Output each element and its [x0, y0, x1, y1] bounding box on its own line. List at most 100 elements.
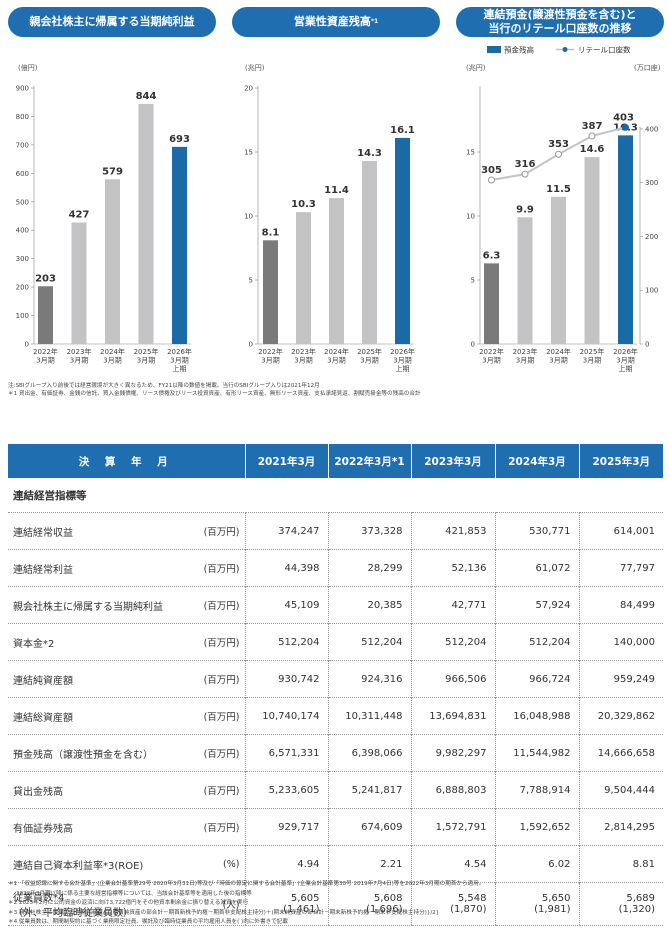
- row-value: 8.81: [578, 845, 663, 883]
- row-value: 10,311,448: [327, 697, 411, 735]
- chart1-category-label: 上期: [173, 364, 187, 373]
- row-value: 373,328: [327, 512, 411, 550]
- row-label-cell: 連結経常収益 (百万円): [8, 512, 245, 550]
- chart3-category-label: 3月期: [482, 357, 500, 365]
- chart2-data-label: 16.1: [390, 125, 415, 136]
- chart2-bar: [329, 198, 344, 344]
- chart1-category-label: 2024年: [100, 347, 125, 356]
- chart2-tick-label: 0: [249, 341, 253, 349]
- row-unit: (人): [222, 900, 240, 911]
- row-label-cell: 連結総資産額 (百万円): [8, 697, 245, 735]
- chart3-data-label: 6.3: [483, 250, 501, 261]
- chart2-data-label: 10.3: [291, 199, 316, 210]
- row-unit: (百万円): [203, 675, 240, 686]
- chart3-category-label: 3月期: [516, 357, 534, 365]
- chart3-category-label: 2022年: [479, 347, 504, 356]
- section-title: 連結経営指標等: [13, 489, 87, 502]
- chart3-bar: [484, 263, 499, 344]
- chart2-category-label: 2024年: [324, 347, 349, 356]
- row-label-cell: 資本金*2 (百万円): [8, 623, 245, 661]
- chart2-tick-label: 15: [244, 149, 253, 157]
- row-unit: (百万円): [203, 564, 240, 575]
- row-value: 5,241,817: [327, 771, 411, 809]
- chart1-category-label: 3月期: [70, 357, 88, 365]
- row-value: 512,204: [327, 623, 411, 661]
- employee-value: 5,548: [457, 893, 487, 904]
- row-value: 140,000: [578, 623, 663, 661]
- chart1-data-label: 844: [136, 91, 157, 102]
- chart3-category-label: 2025年: [580, 347, 605, 356]
- chart1-title-pill: 親会社株主に帰属する当期純利益: [8, 7, 216, 37]
- chart2-bar: [296, 212, 311, 344]
- chart1-data-label: 579: [102, 166, 123, 177]
- chart3-title-pill: 連結預金(譲渡性預金を含む)と 当行のリテール口座数の推移: [456, 7, 664, 37]
- legend-bar-label: 預金残高: [504, 45, 534, 55]
- row-value: 9,982,297: [410, 734, 495, 772]
- table-row: 連結総資産額 (百万円) 10,740,174 10,311,448 13,694,83…: [8, 697, 663, 735]
- chart2-category-label: 3月期: [294, 357, 312, 365]
- header-year-5: 2025年3月: [578, 444, 663, 478]
- row-value: 512,204: [244, 623, 328, 661]
- table-header-row: 決 算 年 月 2021年3月 2022年3月*1 2023年3月 2024年3月 202…: [8, 444, 663, 478]
- row-value: 10,740,174: [244, 697, 328, 735]
- row-value: 959,249: [578, 660, 663, 698]
- row-label: 預金残高（譲渡性預金を含む）: [13, 749, 153, 761]
- chart3-line-point: [555, 150, 562, 158]
- temp-employee-value: (1,870): [450, 904, 487, 915]
- row-label-cell: 従業員数*4 （外、平均臨時従業員数） (人): [8, 882, 245, 926]
- row-value: 6,571,331: [244, 734, 328, 772]
- chart1-tick-label: 500: [16, 198, 29, 206]
- table-row: 資本金*2 (百万円) 512,204 512,204 512,204 512,204 14…: [8, 623, 663, 661]
- chart3-category-label: 2024年: [546, 347, 571, 356]
- footnote-1b: 2022年3月期以降に係る主要な経営指標等については、当該会計基準等を適用した後…: [16, 890, 252, 897]
- chart2-category-label: 上期: [396, 364, 410, 373]
- row-value: 9,504,444: [578, 771, 663, 809]
- legend-bar-swatch: [487, 46, 501, 53]
- chart2-title-pill: 営業性資産残高 *1: [232, 7, 440, 37]
- row-value: 966,724: [494, 660, 579, 698]
- row-value: 52,136: [410, 549, 495, 587]
- chart1-data-label: 203: [35, 273, 56, 284]
- chart3-line-point: [588, 132, 596, 140]
- row-value: 84,499: [578, 586, 663, 624]
- chart2-bar: [362, 160, 377, 344]
- row-value: 929,717: [244, 808, 328, 846]
- chart3-data-label: 9.9: [516, 204, 534, 215]
- table-section-row: 連結経営指標等: [8, 478, 663, 513]
- footnote-3: ＊3 親会社株主に帰属する当期純利益/[{(期首純資産の部合計－期首新株予約権－…: [8, 909, 439, 916]
- chart3-line-point: [622, 123, 629, 131]
- employee-value: 5,689: [626, 893, 655, 904]
- chart1-tick-label: 100: [16, 312, 29, 320]
- chart2-y-unit: (兆円): [245, 63, 265, 72]
- row-label-cell: 連結経常利益 (百万円): [8, 549, 245, 587]
- chart1-bar: [172, 146, 187, 344]
- chart3-y2-tick-label: 0: [645, 341, 649, 349]
- chart1-tick-label: 900: [16, 85, 29, 93]
- chart1-bar: [138, 103, 154, 344]
- table-row: 貸出金残高 (百万円) 5,233,605 5,241,817 6,888,803 7,7…: [8, 771, 663, 809]
- row-unit: (%): [223, 858, 240, 870]
- row-label: 連結経常利益: [13, 564, 73, 576]
- chart3-line-label: 403: [613, 112, 634, 123]
- row-label: 親会社株主に帰属する当期純利益: [13, 601, 163, 613]
- chart2-category-label: 3月期: [360, 357, 378, 365]
- chart2-bar: [263, 240, 278, 344]
- row-label: 資本金*2: [13, 638, 55, 650]
- row-value: 28,299: [327, 549, 411, 587]
- chart1-tick-label: 800: [16, 113, 29, 121]
- chart1-tick-label: 300: [16, 255, 29, 263]
- row-label-cell: 連結純資産額 (百万円): [8, 660, 245, 698]
- row-value: 1,572,791: [410, 808, 495, 846]
- chart1-tick-label: 0: [25, 341, 29, 349]
- financial-table: 決 算 年 月 2021年3月 2022年3月*1 2023年3月 2024年3月 202…: [8, 444, 663, 926]
- chart2-category-label: 2026年: [390, 347, 415, 356]
- chart1-bar: [38, 286, 53, 344]
- row-unit: (百万円): [203, 749, 240, 760]
- row-value: 6.02: [494, 845, 579, 883]
- chart3-bar: [551, 196, 566, 344]
- row-value: 6,398,066: [327, 734, 411, 772]
- chart3-tick-label: 5: [471, 277, 475, 285]
- row-label: 連結経常収益: [13, 527, 73, 539]
- row-value: 11,544,982: [494, 734, 579, 772]
- employee-value: 5,608: [373, 893, 403, 904]
